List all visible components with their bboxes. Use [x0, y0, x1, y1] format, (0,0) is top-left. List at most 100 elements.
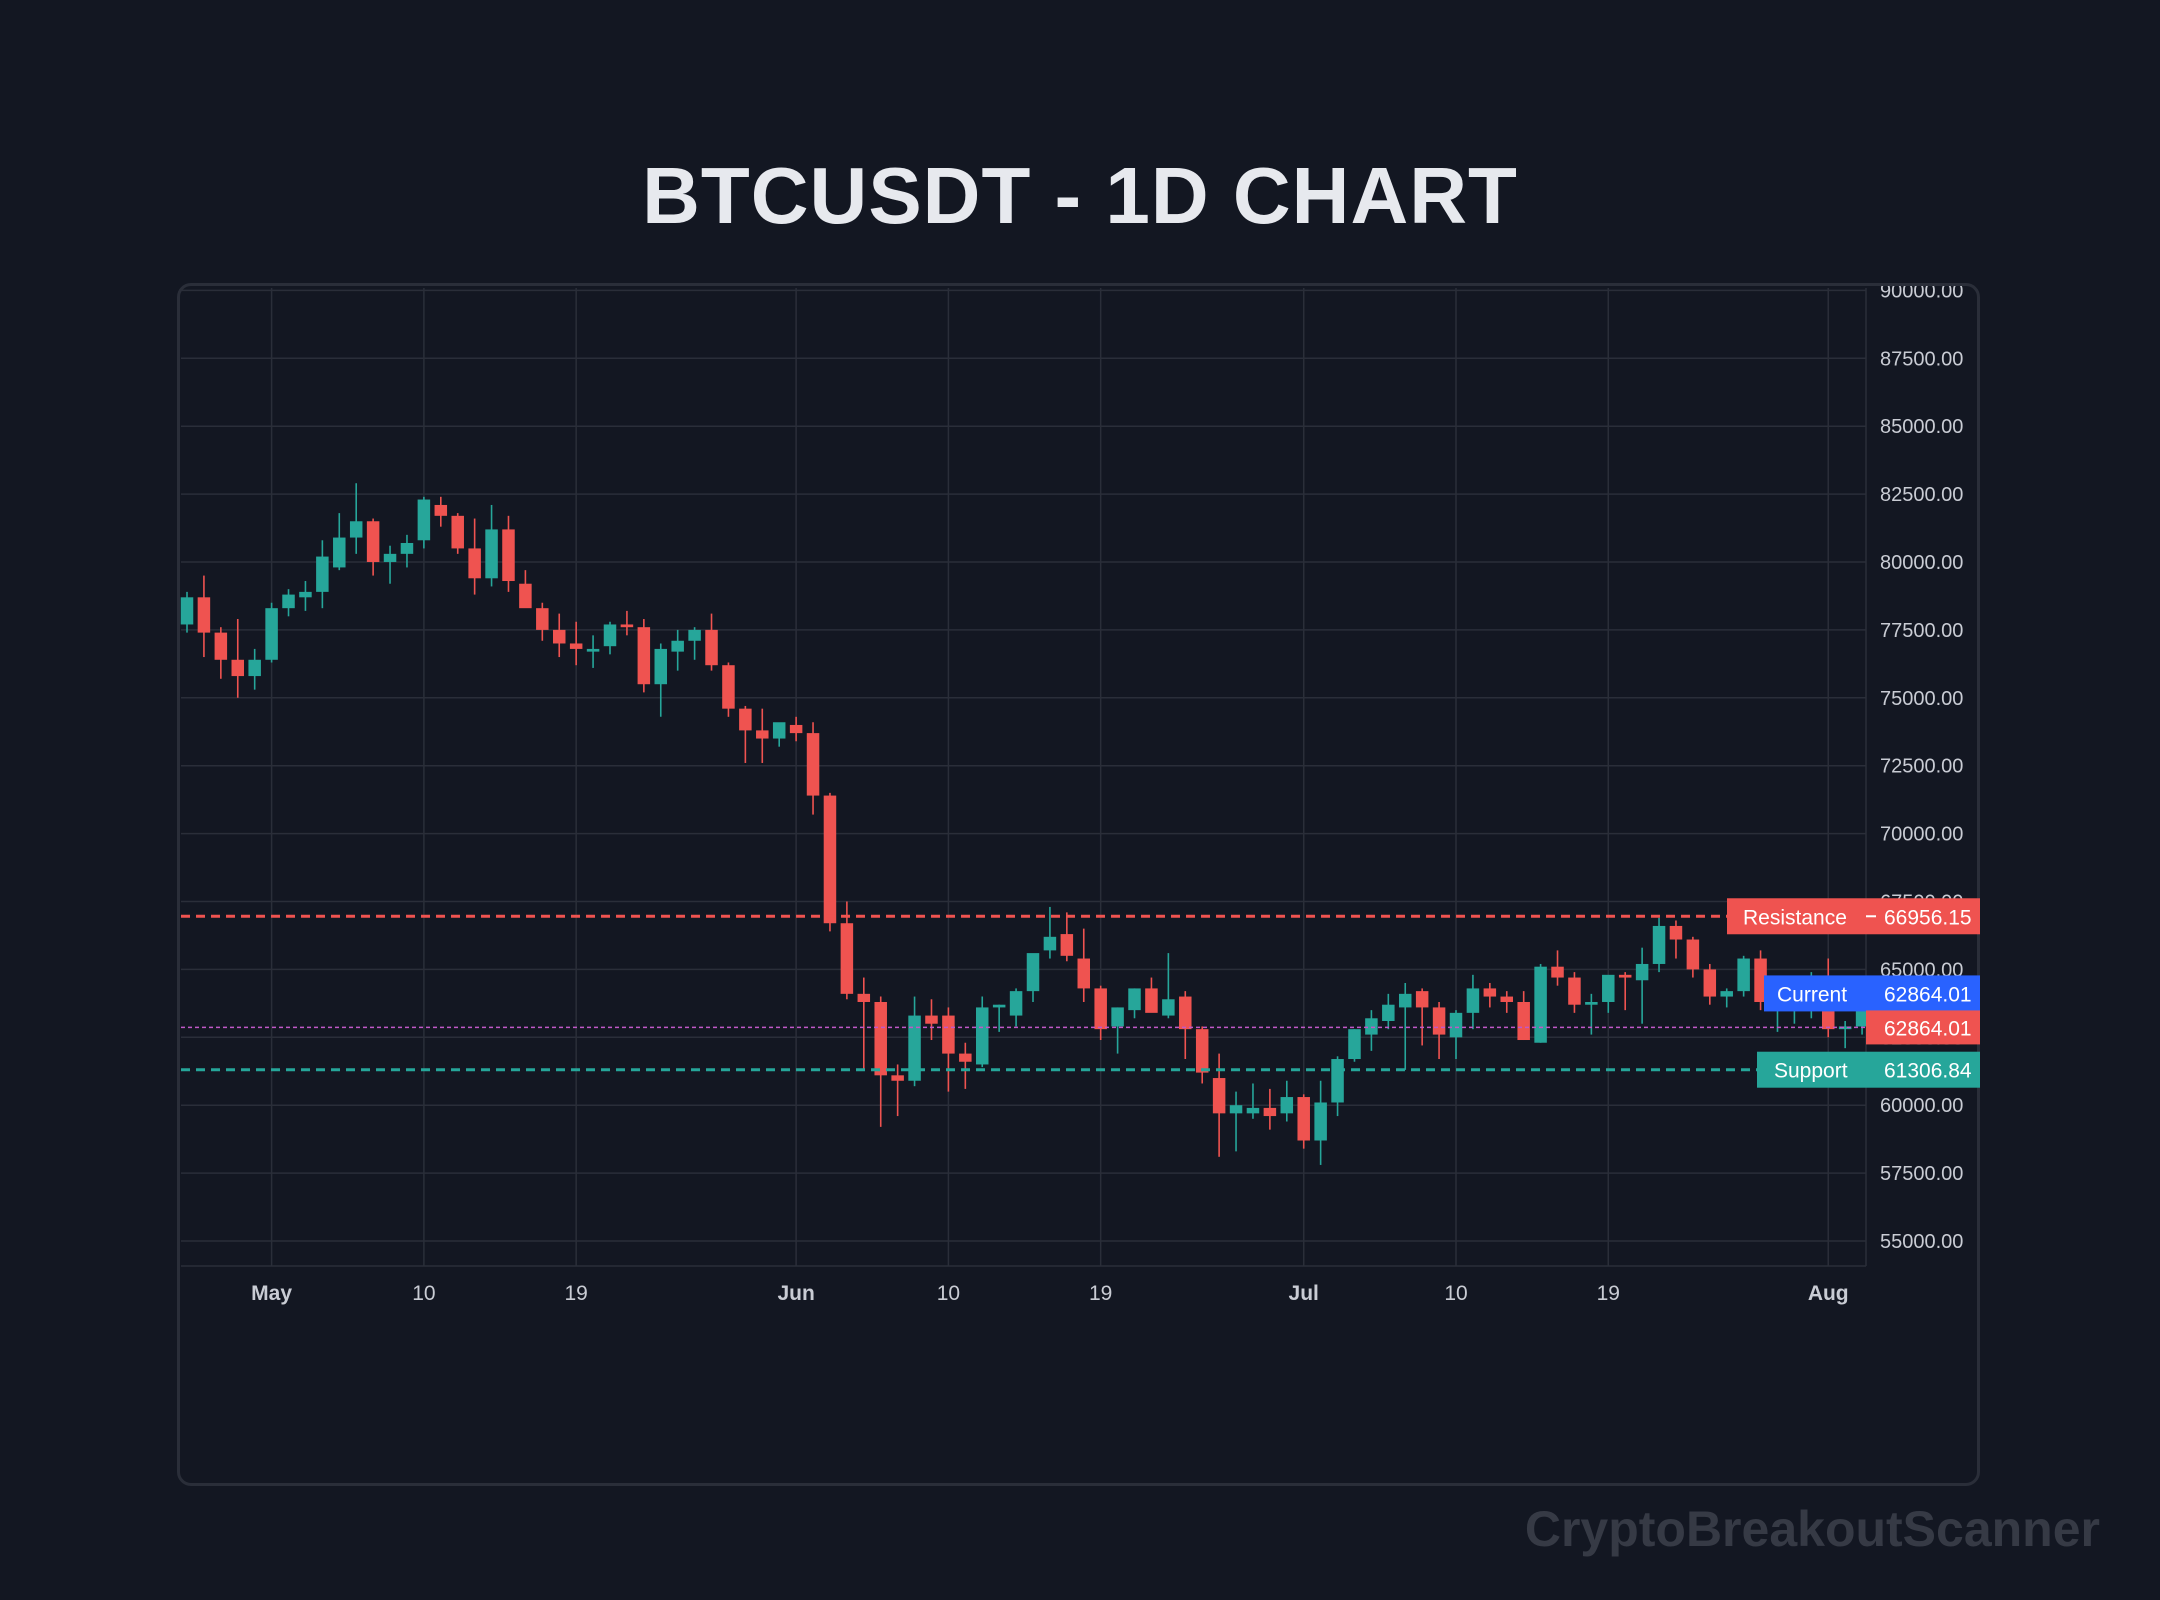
candle-body-up — [1043, 936, 1057, 951]
candle-body-up — [1128, 988, 1141, 1011]
candle-body-down — [1551, 966, 1564, 978]
candlestick-chart[interactable]: 55000.0057500.0060000.0062500.0065000.00… — [180, 286, 1983, 1489]
candle-body-up — [1585, 1001, 1598, 1005]
y-tick-label: 77500.00 — [1880, 620, 1963, 642]
candle-body-down — [569, 643, 583, 649]
candle-body-up — [282, 594, 295, 609]
candle-body-up — [400, 542, 414, 554]
candle-body-up — [1111, 1007, 1124, 1027]
candle-body-down — [1297, 1097, 1310, 1141]
candle-body-down — [1145, 988, 1158, 1013]
candle-body-down — [959, 1053, 972, 1062]
candle-body-down — [942, 1015, 955, 1054]
candle-body-up — [1449, 1012, 1463, 1038]
candle-body-up — [417, 499, 431, 541]
candle-body-down — [756, 730, 769, 739]
candle-body-down — [536, 608, 549, 630]
candle-body-down — [231, 659, 245, 677]
x-tick-label: Aug — [1808, 1282, 1849, 1305]
current-tag — [1764, 975, 1980, 1012]
candle-body-up — [1280, 1097, 1294, 1114]
candle-body-down — [874, 1001, 887, 1076]
candle-body-up — [1026, 953, 1040, 992]
support-label: Support — [1774, 1060, 1848, 1083]
candle-body-down — [620, 624, 634, 628]
last-price-tag — [1866, 1010, 1980, 1045]
candle-body-up — [1737, 958, 1750, 992]
candle-body-up — [671, 640, 684, 652]
candle-body-down — [552, 629, 566, 644]
y-tick-label: 80000.00 — [1880, 552, 1963, 574]
resistance-tag — [1727, 898, 1980, 935]
candle-body-up — [1855, 1007, 1869, 1027]
candle-body-up — [1534, 966, 1547, 1043]
candle-body-down — [1432, 1007, 1446, 1035]
candle-body-up — [180, 597, 194, 625]
x-tick-label: May — [251, 1282, 292, 1305]
candle-body-up — [1009, 991, 1023, 1016]
candle-body-down — [1415, 991, 1429, 1008]
candle-body-down — [1179, 996, 1192, 1030]
candle-body-up — [1162, 999, 1175, 1016]
candle-body-down — [1263, 1107, 1277, 1117]
candle-body-down — [1077, 958, 1091, 989]
candle-body-up — [688, 629, 701, 641]
candle-body-up — [1229, 1105, 1243, 1114]
candle-body-up — [772, 722, 786, 739]
candle-body-up — [299, 591, 312, 598]
resistance-label: Resistance — [1743, 906, 1847, 929]
candle-body-down — [722, 665, 735, 709]
candle-body-down — [434, 504, 448, 516]
candle-body-down — [1686, 939, 1700, 970]
candle-body-up — [265, 608, 278, 660]
candle-body-down — [468, 548, 481, 579]
candle-body-down — [806, 733, 820, 796]
y-tick-label: 57500.00 — [1880, 1163, 1963, 1185]
candle-body-up — [603, 624, 617, 647]
candle-body-down — [705, 629, 718, 666]
candle-body-up — [1382, 1004, 1395, 1022]
candle-body-down — [891, 1075, 904, 1081]
last-price-value: 62864.01 — [1884, 1017, 1972, 1040]
y-tick-label: 82500.00 — [1880, 484, 1963, 506]
x-tick-label: 19 — [564, 1282, 587, 1305]
x-tick-label: 10 — [412, 1282, 435, 1305]
candle-body-down — [1517, 1001, 1530, 1041]
candle-body-up — [1365, 1018, 1378, 1035]
x-tick-label: 19 — [1089, 1282, 1112, 1305]
x-tick-label: Jul — [1289, 1282, 1319, 1305]
candle-body-down — [214, 632, 228, 660]
current-value: 62864.01 — [1884, 983, 1972, 1006]
x-tick-label: 19 — [1597, 1282, 1620, 1305]
resistance-value: 66956.15 — [1884, 906, 1972, 929]
candle-body-down — [637, 627, 651, 685]
candle-body-up — [908, 1015, 921, 1081]
candle-body-up — [383, 553, 397, 562]
current-label: Current — [1777, 983, 1847, 1006]
candle-body-down — [502, 529, 515, 582]
candle-body-down — [1483, 988, 1497, 997]
candle-body-down — [1669, 925, 1683, 940]
candle-body-down — [739, 708, 752, 731]
candle-body-down — [1212, 1078, 1226, 1114]
candle-body-up — [316, 556, 329, 592]
candle-body-down — [823, 795, 837, 924]
candle-body-down — [1703, 969, 1717, 997]
y-tick-label: 87500.00 — [1880, 348, 1963, 370]
y-tick-label: 90000.00 — [1880, 286, 1963, 302]
y-tick-label: 75000.00 — [1880, 688, 1963, 710]
candle-body-down — [197, 597, 211, 633]
candle-body-up — [654, 648, 668, 685]
candle-body-up — [1314, 1102, 1327, 1141]
candle-body-up — [992, 1004, 1006, 1008]
candle-body-down — [840, 923, 854, 994]
x-tick-label: 10 — [937, 1282, 960, 1305]
candle-body-up — [1602, 974, 1615, 1002]
x-tick-label: Jun — [777, 1282, 814, 1305]
candle-body-down — [1754, 958, 1767, 1002]
candle-body-down — [366, 521, 380, 562]
x-tick-label: 10 — [1444, 1282, 1467, 1305]
candle-body-up — [333, 537, 346, 568]
candle-body-up — [1652, 925, 1666, 964]
candle-body-down — [925, 1015, 938, 1024]
